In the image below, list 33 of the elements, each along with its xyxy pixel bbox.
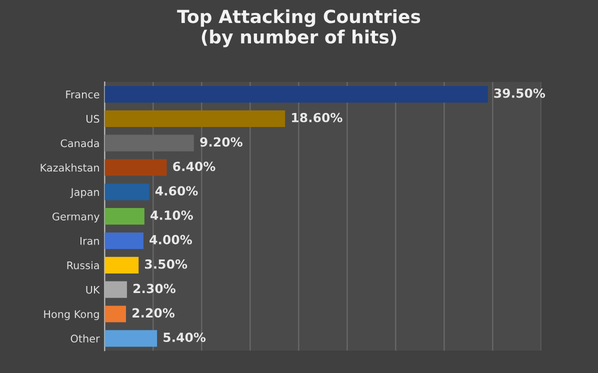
y-tick-label: France: [66, 90, 100, 98]
y-tick-label: Kazakhstan: [40, 164, 99, 172]
y-tick-label: Canada: [60, 139, 99, 148]
y-tick-label: Japan: [70, 188, 99, 198]
data-label: 5.40%: [164, 332, 206, 342]
bar: [104, 110, 286, 127]
data-label: 18.60%: [292, 112, 342, 122]
bar: [104, 330, 158, 347]
data-label: 4.60%: [155, 186, 198, 196]
bar: [104, 281, 127, 298]
bar: [104, 184, 150, 200]
data-label: 4.10%: [150, 210, 193, 220]
bar: [104, 306, 126, 322]
data-label: 2.30%: [134, 284, 176, 294]
bar: [104, 208, 144, 225]
data-label: 2.20%: [132, 308, 175, 318]
y-tick-label: Iran: [80, 237, 99, 245]
data-label: 6.40%: [173, 162, 216, 172]
y-tick-label: Other: [70, 334, 100, 343]
y-tick-label: Hong Kong: [44, 310, 99, 320]
y-tick-label: Germany: [52, 212, 100, 222]
data-label: 3.50%: [144, 259, 188, 269]
bar: [104, 256, 139, 274]
y-tick-label: US: [86, 114, 100, 123]
bar: [104, 232, 144, 250]
data-label: 4.00%: [150, 234, 192, 244]
bar: [104, 159, 167, 176]
chart-title: Top Attacking Countries (by number of hits): [177, 9, 420, 48]
bar: [104, 86, 488, 103]
y-tick-label: UK: [86, 286, 100, 294]
data-label: 9.20%: [200, 137, 242, 147]
data-label: 39.50%: [494, 88, 546, 98]
y-tick-label: Russia: [67, 261, 99, 270]
